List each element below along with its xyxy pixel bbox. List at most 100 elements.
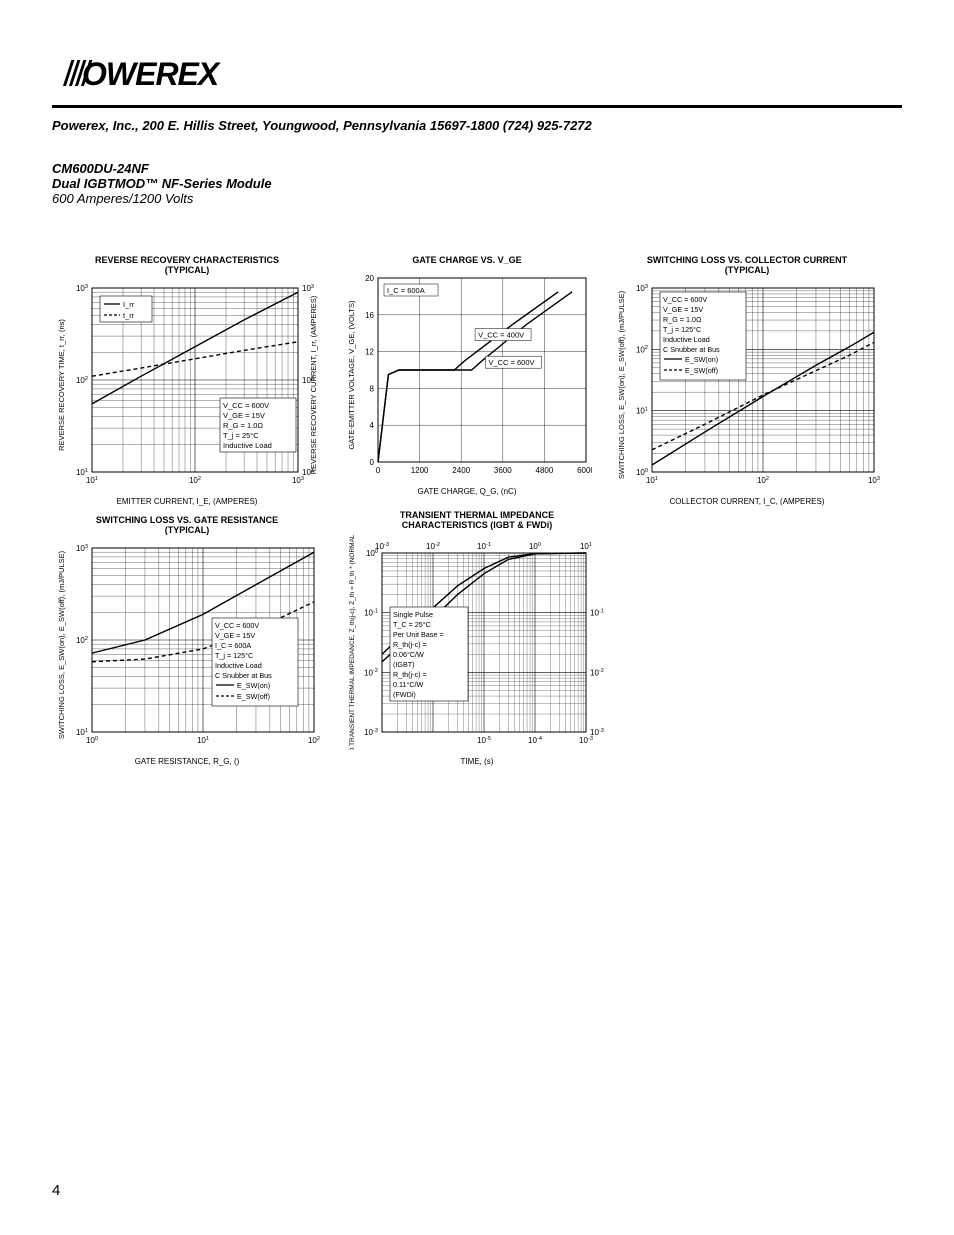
svg-text:V_CC = 600V: V_CC = 600V [663,295,707,304]
svg-text:V_CC = 400V: V_CC = 400V [478,330,524,339]
svg-text:R_th(j-c) =: R_th(j-c) = [393,640,427,649]
charts-grid: REVERSE RECOVERY CHARACTERISTICS (TYPICA… [52,256,902,816]
x-axis-label: EMITTER CURRENT, I_E, (AMPERES) [52,497,322,506]
chart-svg: 101102103100101102103SWITCHING LOSS, E_S… [612,280,882,490]
svg-text:E_SW(on): E_SW(on) [237,681,270,690]
part-number: CM600DU-24NF [52,161,902,176]
svg-text:Inductive Load: Inductive Load [215,661,262,670]
chart-title: GATE CHARGE VS. V_GE [367,256,567,266]
svg-text:10-3: 10-3 [579,736,593,745]
page-number: 4 [52,1182,60,1199]
svg-text:I_C = 600A: I_C = 600A [387,286,425,295]
svg-text:OWEREX: OWEREX [82,56,221,92]
svg-text:102: 102 [308,736,320,745]
chart-switching-loss-current: SWITCHING LOSS VS. COLLECTOR CURRENT (TY… [612,256,882,506]
chart-reverse-recovery: REVERSE RECOVERY CHARACTERISTICS (TYPICA… [52,256,322,506]
company-address: Powerex, Inc., 200 E. Hillis Street, You… [52,118,902,133]
svg-text:16: 16 [365,311,374,320]
svg-text:V_CC = 600V: V_CC = 600V [223,401,269,410]
svg-text:E_SW(off): E_SW(off) [685,366,718,375]
svg-text:10-4: 10-4 [528,736,542,745]
svg-text:4800: 4800 [536,466,554,475]
svg-text:101: 101 [302,468,314,477]
svg-text:102: 102 [76,376,88,385]
svg-text:103: 103 [292,476,304,485]
rating-line: 600 Amperes/1200 Volts [52,191,902,206]
svg-text:0: 0 [370,458,375,467]
svg-text:T_C = 25°C: T_C = 25°C [393,620,431,629]
svg-text:10-2: 10-2 [364,668,378,677]
svg-text:103: 103 [76,284,88,293]
svg-text:10-1: 10-1 [477,542,491,551]
svg-text:103: 103 [302,284,314,293]
logo: OWEREX [52,52,902,99]
chart-gate-charge: GATE CHARGE VS. V_GE 0120024003600480060… [342,256,592,496]
module-line: Dual IGBTMOD™ NF-Series Module [52,176,902,191]
svg-text:C Snubber at Bus: C Snubber at Bus [215,671,272,680]
svg-text:R_G = 1.0Ω: R_G = 1.0Ω [223,421,263,430]
svg-text:10-5: 10-5 [477,736,491,745]
svg-text:0.11°C/W: 0.11°C/W [393,680,424,689]
header-rule [52,105,902,108]
chart-svg: 012002400360048006000048121620I_C = 600A… [342,270,592,480]
svg-text:102: 102 [189,476,201,485]
svg-text:101: 101 [636,406,648,415]
chart-svg: 10-310-210-110010110-310-210-110010-310-… [342,535,612,750]
svg-text:10-2: 10-2 [590,668,604,677]
svg-text:10-1: 10-1 [364,608,378,617]
svg-text:Inductive Load: Inductive Load [663,335,710,344]
svg-text:V_GE = 15V: V_GE = 15V [215,631,255,640]
svg-text:100: 100 [366,549,378,558]
svg-text:I_C = 600A: I_C = 600A [215,641,251,650]
svg-text:101: 101 [580,542,592,551]
svg-text:V_CC = 600V: V_CC = 600V [488,358,534,367]
x-axis-label: COLLECTOR CURRENT, I_C, (AMPERES) [612,497,882,506]
svg-text:101: 101 [86,476,98,485]
svg-text:100: 100 [86,736,98,745]
svg-text:12: 12 [365,347,374,356]
svg-text:Single Pulse: Single Pulse [393,610,433,619]
chart-title: SWITCHING LOSS VS. COLLECTOR CURRENT (TY… [637,256,857,276]
svg-text:8: 8 [370,384,375,393]
svg-text:T_j = 125°C: T_j = 125°C [663,325,701,334]
svg-text:E_SW(on): E_SW(on) [685,355,718,364]
svg-text:REVERSE RECOVERY TIME, t_rr, (: REVERSE RECOVERY TIME, t_rr, (ns) [57,318,66,450]
svg-text:T_j = 125°C: T_j = 125°C [215,651,253,660]
svg-text:103: 103 [868,476,880,485]
svg-text:4: 4 [370,421,375,430]
svg-text:I_rr: I_rr [123,300,135,309]
svg-text:1200: 1200 [411,466,429,475]
svg-text:103: 103 [76,544,88,553]
chart-title: TRANSIENT THERMAL IMPEDANCE CHARACTERIST… [377,511,577,531]
svg-text:10-2: 10-2 [426,542,440,551]
svg-text:R_th(j-c) =: R_th(j-c) = [393,670,427,679]
svg-text:102: 102 [76,636,88,645]
x-axis-label: GATE RESISTANCE, R_G, () [52,757,322,766]
x-axis-label: TIME, (s) [342,757,612,766]
svg-text:E_SW(off): E_SW(off) [237,692,270,701]
svg-text:10-1: 10-1 [590,608,604,617]
svg-text:(IGBT): (IGBT) [393,660,415,669]
svg-text:6000: 6000 [577,466,592,475]
x-axis-label: GATE CHARGE, Q_G, (nC) [342,487,592,496]
chart-title: SWITCHING LOSS VS. GATE RESISTANCE (TYPI… [82,516,292,536]
svg-text:NORMALIZED TRANSIENT THERMAL I: NORMALIZED TRANSIENT THERMAL IMPEDANCE, … [349,535,356,750]
svg-text:SWITCHING LOSS, E_SW(on), E_SW: SWITCHING LOSS, E_SW(on), E_SW(off), (mJ… [57,550,66,739]
chart-transient-thermal: TRANSIENT THERMAL IMPEDANCE CHARACTERIST… [342,511,612,766]
svg-text:102: 102 [757,476,769,485]
svg-text:0.06°C/W: 0.06°C/W [393,650,424,659]
svg-text:V_GE = 15V: V_GE = 15V [223,411,265,420]
svg-text:V_CC = 600V: V_CC = 600V [215,621,259,630]
svg-text:T_j = 25°C: T_j = 25°C [223,431,259,440]
svg-text:101: 101 [646,476,658,485]
svg-text:V_GE = 15V: V_GE = 15V [663,305,703,314]
svg-text:0: 0 [376,466,381,475]
chart-title: REVERSE RECOVERY CHARACTERISTICS (TYPICA… [82,256,292,276]
svg-text:Inductive Load: Inductive Load [223,441,272,450]
svg-text:102: 102 [636,345,648,354]
svg-text:103: 103 [636,284,648,293]
svg-text:10-3: 10-3 [364,728,378,737]
svg-text:t_rr: t_rr [123,311,135,320]
svg-text:(FWDi): (FWDi) [393,690,416,699]
chart-svg: 101102103101102103V_CC = 600VV_GE = 15VR… [52,280,322,490]
